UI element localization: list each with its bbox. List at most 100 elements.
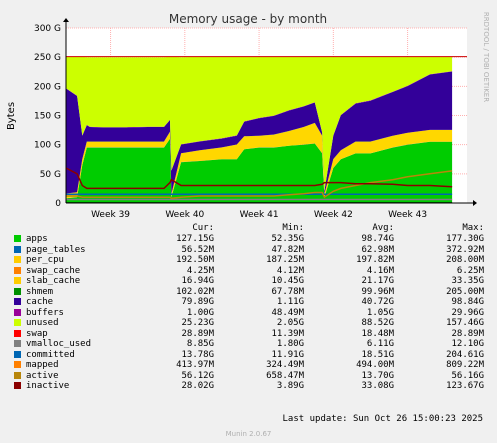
legend-value-min: 10.45G: [271, 276, 304, 286]
legend-name-text: mapped: [26, 360, 59, 370]
legend-swatch: [14, 308, 21, 316]
legend-name-text: apps: [26, 234, 48, 244]
rrdtool-watermark: RRDTOOL / TOBI OETIKER: [482, 12, 490, 102]
legend-value-max: 177.30G: [446, 234, 484, 244]
legend-value-avg: 99.96M: [361, 286, 394, 297]
stacked-areas: [66, 56, 453, 203]
legend-value-avg: 494.00M: [356, 360, 394, 370]
legend-name-text: vmalloc_used: [26, 339, 92, 349]
legend-value-min: 11.39M: [271, 328, 304, 339]
legend-value-min: 2.05G: [276, 318, 304, 328]
y-tick-label: 0: [55, 199, 61, 209]
legend-value-min: 47.82M: [271, 244, 304, 255]
legend-series-name: inactive: [14, 381, 124, 392]
legend-value-avg: 18.51G: [361, 349, 394, 360]
legend-name-text: cache: [26, 297, 54, 307]
legend-value-max: 809.22M: [446, 360, 484, 370]
legend-series-name: committed: [14, 350, 124, 361]
axes: 0 50 G 100 G 150 G 200 G 250 G 300 G Week 39 Wee…: [34, 18, 477, 220]
area-unused: [66, 56, 453, 191]
y-tick-label: 150 G: [34, 112, 61, 122]
area-slab-cache: [66, 122, 453, 199]
legend-value-min: 658.47M: [266, 370, 304, 381]
legend-value-max: 56.16G: [451, 370, 484, 381]
legend-name-text: page_tables: [26, 244, 86, 255]
legend-swatch: [14, 382, 21, 389]
legend-value-max: 29.96G: [451, 307, 484, 318]
legend-series-name: apps: [14, 234, 124, 245]
legend-row-active: active 56.12G 658.47M 13.70G 56.16G: [14, 371, 484, 382]
y-tick-label: 100 G: [34, 141, 61, 151]
y-tick-label: 50 G: [40, 170, 61, 180]
legend-swatch: [14, 235, 21, 242]
legend-swatch: [14, 266, 21, 274]
legend-row-inactive: inactive 28.02G 3.89G 33.08G 123.67G: [14, 381, 484, 392]
legend-swatch: [14, 319, 21, 326]
legend-series-name: swap_cache: [14, 266, 124, 277]
legend-value-max: 123.67G: [446, 381, 484, 391]
legend-value-max: 98.84G: [451, 297, 484, 307]
legend-value-avg: 197.82M: [356, 255, 394, 265]
x-tick-label: Week 42: [314, 210, 353, 220]
legend-name-text: active: [26, 370, 59, 381]
legend-value-min: 1.11G: [276, 297, 304, 307]
area-cache: [66, 71, 453, 194]
legend-name-text: slab_cache: [26, 276, 81, 286]
x-tick-label: Week 41: [240, 210, 279, 220]
legend-row-apps: apps 127.15G 52.35G 98.74G 177.30G: [14, 234, 484, 245]
x-axis-arrow: [473, 200, 477, 206]
legend-value-cur: 127.15G: [176, 234, 214, 244]
legend-swatch: [14, 287, 21, 295]
legend-series-name: mapped: [14, 360, 124, 371]
legend-name-text: swap: [26, 328, 48, 339]
legend-value-cur: 4.25M: [186, 265, 214, 276]
legend-table: Cur: Min: Avg: Max: apps 127.15G 52.35G 98.…: [14, 222, 484, 392]
legend-row-unused: unused 25.23G 2.05G 88.52G 157.46G: [14, 318, 484, 329]
legend-name-text: inactive: [26, 381, 70, 391]
legend-row-swap-cache: swap_cache 4.25M 4.12M 4.16M 6.25M: [14, 266, 484, 277]
legend-row-swap: swap 28.89M 11.39M 18.48M 28.89M: [14, 329, 484, 340]
legend-header-row: Cur: Min: Avg: Max:: [14, 222, 484, 234]
legend-value-cur: 13.78G: [181, 349, 214, 360]
legend-value-max: 28.89M: [451, 328, 484, 339]
legend-row-per-cpu: per_cpu 192.50M 187.25M 197.82M 208.00M: [14, 255, 484, 266]
legend-header-avg: Avg:: [372, 223, 394, 233]
legend-swatch: [14, 361, 21, 368]
legend-header-max: Max:: [462, 223, 484, 233]
legend-row-vmalloc-used: vmalloc_used 8.85G 1.80G 6.11G 12.10G: [14, 339, 484, 350]
legend-value-avg: 18.48M: [361, 328, 394, 339]
legend-series-name: unused: [14, 318, 124, 329]
legend-series-name: shmem: [14, 287, 124, 298]
legend-value-cur: 16.94G: [181, 276, 214, 286]
legend-header-min: Min:: [282, 223, 304, 233]
legend-series-name: slab_cache: [14, 276, 124, 287]
legend-value-max: 372.92M: [446, 244, 484, 255]
legend-value-cur: 56.52M: [181, 244, 214, 255]
legend-value-avg: 98.74G: [361, 234, 394, 244]
legend-value-max: 208.00M: [446, 255, 484, 265]
legend-value-min: 4.12M: [276, 265, 304, 276]
legend-value-avg: 40.72G: [361, 297, 394, 307]
legend-series-name: per_cpu: [14, 255, 124, 266]
legend-name-text: swap_cache: [26, 265, 81, 276]
line-inactive: [65, 167, 453, 190]
legend-value-cur: 28.89M: [181, 328, 214, 339]
legend-value-cur: 8.85G: [186, 339, 214, 349]
legend-series-name: swap: [14, 329, 124, 340]
legend-value-avg: 4.16M: [366, 265, 394, 276]
legend-name-text: committed: [26, 349, 75, 360]
legend-value-max: 157.46G: [446, 318, 484, 328]
legend-name-text: shmem: [26, 286, 54, 297]
legend-value-avg: 33.08G: [361, 381, 394, 391]
y-tick-label: 250 G: [34, 53, 61, 63]
legend-row-cache: cache 79.89G 1.11G 40.72G 98.84G: [14, 297, 484, 308]
legend-value-min: 187.25M: [266, 255, 304, 265]
x-tick-label: Week 39: [91, 210, 130, 220]
legend-series-name: vmalloc_used: [14, 339, 124, 350]
y-tick-label: 200 G: [34, 82, 61, 92]
legend-series-name: page_tables: [14, 245, 124, 256]
last-update: Last update: Sun Oct 26 15:00:23 2025: [282, 414, 483, 424]
legend-row-buffers: buffers 1.00G 48.49M 1.05G 29.96G: [14, 308, 484, 319]
legend-name-text: unused: [26, 318, 59, 328]
